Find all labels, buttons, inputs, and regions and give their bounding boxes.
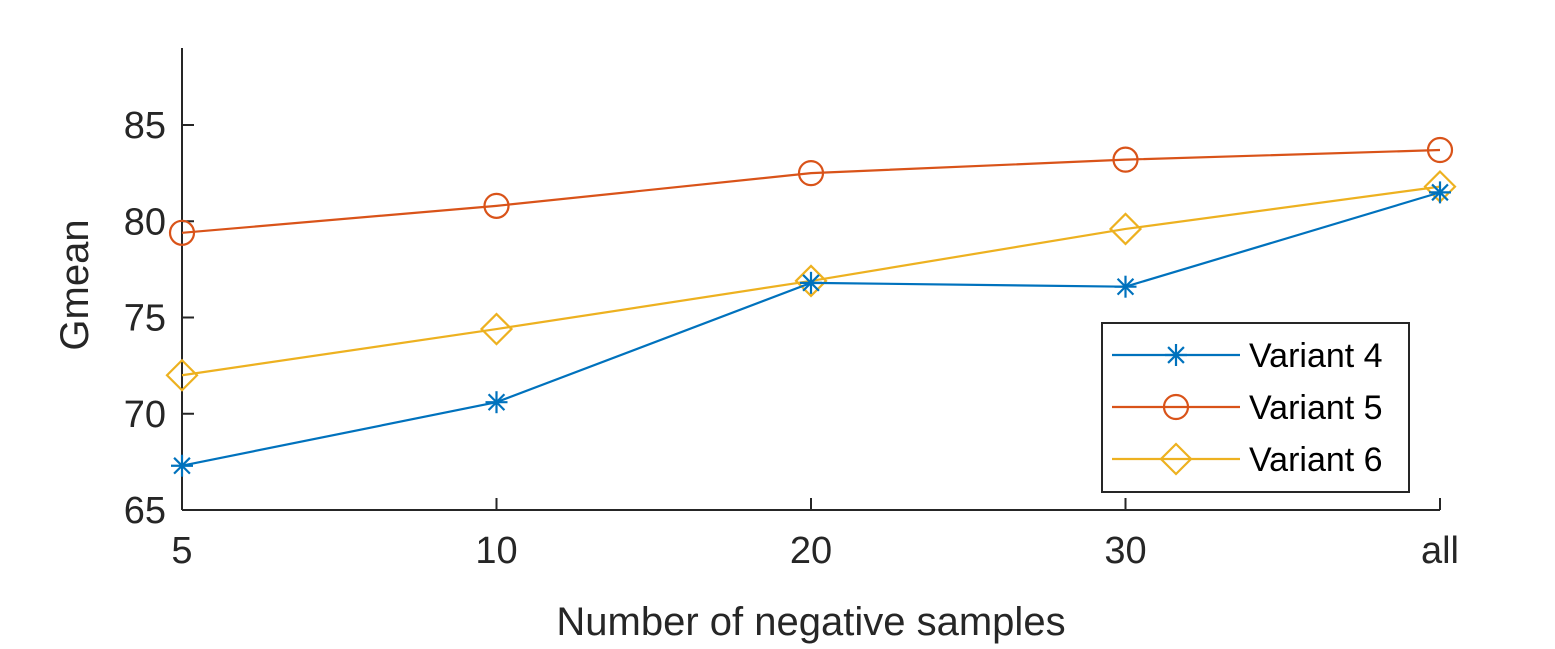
data-point-variant-4 bbox=[800, 271, 822, 294]
y-tick-label: 80 bbox=[124, 201, 166, 243]
data-point-variant-4 bbox=[171, 454, 193, 477]
data-point-variant-4 bbox=[485, 391, 508, 414]
marker-asterisk-stroke bbox=[1431, 183, 1449, 202]
legend-label: Variant 6 bbox=[1249, 441, 1383, 479]
marker-circle bbox=[168, 219, 196, 246]
y-tick-label: 75 bbox=[124, 298, 166, 340]
data-point-variant-5 bbox=[797, 160, 825, 187]
marker-asterisk-stroke bbox=[802, 274, 820, 292]
marker-circle bbox=[1112, 146, 1139, 173]
legend-items: Variant 4 Variant 5 Variant 6 bbox=[1112, 337, 1383, 479]
x-axis-title: Number of negative samples bbox=[556, 600, 1065, 644]
data-point-variant-5 bbox=[483, 192, 510, 219]
series-variant-4 bbox=[171, 181, 1451, 477]
y-tick-label: 70 bbox=[124, 394, 166, 436]
marker-diamond bbox=[1159, 442, 1193, 476]
data-point-variant-4 bbox=[1114, 275, 1137, 298]
marker-circle bbox=[483, 192, 510, 219]
legend: Variant 4 Variant 5 Variant 6 bbox=[1101, 322, 1410, 493]
data-point-variant-4 bbox=[1429, 181, 1451, 204]
data-point-variant-6 bbox=[479, 312, 514, 346]
legend-item-variant-5: Variant 5 bbox=[1112, 389, 1383, 427]
marker-circle bbox=[797, 160, 825, 187]
marker-diamond bbox=[1108, 212, 1143, 246]
y-tick-label: 85 bbox=[124, 105, 166, 147]
marker-circle bbox=[1162, 393, 1190, 421]
marker-asterisk-stroke bbox=[173, 457, 191, 475]
legend-item-variant-6: Variant 6 bbox=[1112, 441, 1383, 479]
series-variant-5 bbox=[168, 136, 1454, 246]
data-point-variant-6 bbox=[1108, 212, 1143, 246]
y-ticks: 65 70 75 80 85 bbox=[124, 105, 194, 532]
data-point-variant-5 bbox=[1112, 146, 1139, 173]
data-point-variant-5 bbox=[168, 219, 196, 246]
data-point-variant-5 bbox=[1426, 136, 1454, 164]
x-tick-label: 5 bbox=[171, 530, 192, 572]
marker-asterisk-stroke bbox=[487, 393, 506, 411]
x-tick-label: all bbox=[1421, 530, 1459, 572]
x-ticks: 5 10 20 30 all bbox=[171, 498, 1459, 572]
x-tick-label: 10 bbox=[475, 530, 517, 572]
marker-diamond bbox=[165, 358, 199, 392]
marker-diamond bbox=[794, 264, 828, 298]
legend-marker bbox=[1159, 442, 1193, 476]
y-tick-label: 65 bbox=[124, 490, 166, 532]
x-tick-label: 20 bbox=[790, 530, 832, 572]
data-point-variant-6 bbox=[794, 264, 828, 298]
y-axis-title: Gmean bbox=[53, 219, 97, 350]
legend-label: Variant 5 bbox=[1249, 389, 1383, 427]
series-line-variant-5 bbox=[181, 148, 1441, 234]
legend-marker bbox=[1162, 393, 1190, 421]
data-point-variant-6 bbox=[165, 358, 199, 392]
legend-item-variant-4: Variant 4 bbox=[1112, 337, 1383, 375]
marker-asterisk-stroke bbox=[1116, 278, 1135, 296]
series-layer bbox=[165, 136, 1457, 477]
legend-marker bbox=[1165, 344, 1187, 366]
marker-circle bbox=[1426, 136, 1454, 164]
marker-diamond bbox=[479, 312, 514, 346]
legend-label: Variant 4 bbox=[1249, 337, 1383, 375]
marker-asterisk-stroke bbox=[1167, 346, 1185, 364]
x-tick-label: 30 bbox=[1104, 530, 1146, 572]
